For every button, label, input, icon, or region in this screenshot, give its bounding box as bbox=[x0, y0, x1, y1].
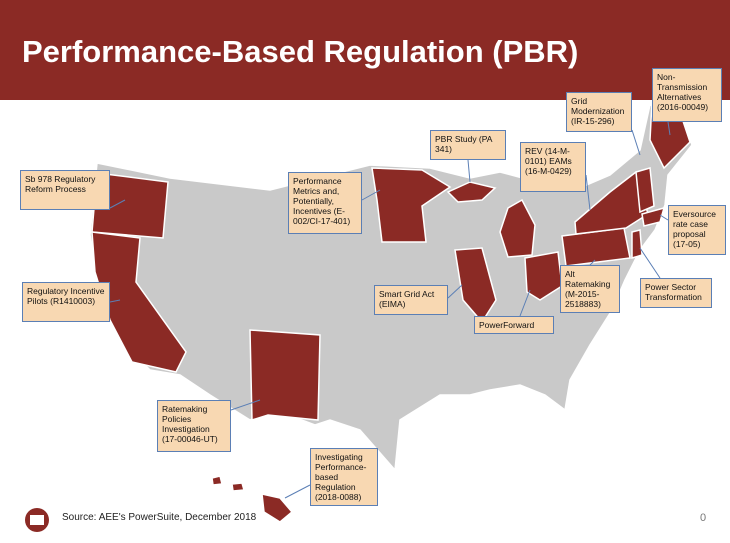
callout: Power Sector Transformation bbox=[640, 278, 712, 308]
callout: Ratemaking Policies Investigation (17-00… bbox=[157, 400, 231, 452]
callout: REV (14-M-0101) EAMs (16-M-0429) bbox=[520, 142, 586, 192]
callout: Grid Modernization (IR-15-296) bbox=[566, 92, 632, 132]
title: Performance-Based Regulation (PBR) bbox=[22, 34, 579, 69]
logo-icon bbox=[30, 515, 44, 525]
title-bar bbox=[0, 0, 730, 100]
callout: Regulatory Incentive Pilots (R1410003) bbox=[22, 282, 110, 322]
callout: Investigating Performance-based Regulati… bbox=[310, 448, 378, 506]
callout: Performance Metrics and, Potentially, In… bbox=[288, 172, 362, 234]
callout: Smart Grid Act (EIMA) bbox=[374, 285, 448, 315]
pbr-states bbox=[91, 100, 691, 523]
callout: Eversource rate case proposal (17-05) bbox=[668, 205, 726, 255]
callout: PBR Study (PA 341) bbox=[430, 130, 506, 160]
callout: PowerForward bbox=[474, 316, 554, 334]
page-number: 0 bbox=[700, 512, 707, 524]
leaders bbox=[109, 121, 671, 499]
source: Source: AEE's PowerSuite, December 2018 bbox=[62, 512, 257, 523]
callout: Sb 978 Regulatory Reform Process bbox=[20, 170, 110, 210]
callout: Alt Ratemaking (M-2015-2518883) bbox=[560, 265, 620, 313]
callout: Non-Transmission Alternatives (2016-0004… bbox=[652, 68, 722, 122]
